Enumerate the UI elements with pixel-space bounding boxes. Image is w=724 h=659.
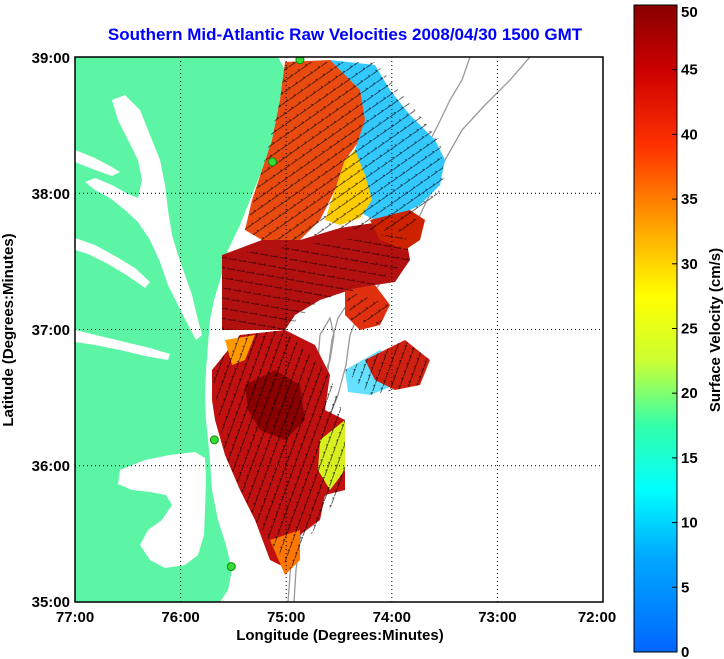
river-upper [75, 150, 120, 176]
y-tick-label: 36:00 [32, 458, 70, 475]
y-tick-label: 39:00 [32, 50, 70, 67]
colorbar-tick-label: 40 [681, 126, 698, 143]
station-marker [295, 57, 305, 65]
grid [75, 57, 603, 602]
colorbar-tick-label: 5 [681, 579, 689, 596]
colorbar-tick-label: 20 [681, 385, 698, 402]
map-title: Southern Mid-Atlantic Raw Velocities 200… [108, 25, 583, 44]
y-tick-label: 38:00 [32, 186, 70, 203]
colorbar-tick-label: 50 [681, 4, 698, 21]
x-tick-label: 72:00 [578, 609, 616, 626]
x-tick-label: 75:00 [267, 609, 305, 626]
colorbar-tick-label: 0 [681, 644, 689, 659]
colorbar-label: Surface Velocity (cm/s) [707, 248, 724, 412]
colorbar-tick-label: 35 [681, 191, 698, 208]
sound [118, 452, 206, 568]
station-marker [226, 562, 236, 572]
chesapeake-bay [85, 95, 202, 340]
colorbar-tick-label: 30 [681, 256, 698, 273]
map-frame [74, 56, 604, 603]
x-tick-label: 76:00 [161, 609, 199, 626]
colorbar-gradient [633, 4, 678, 653]
y-axis-label: Latitude (Degrees:Minutes) [0, 233, 17, 426]
x-axis-label: Longitude (Degrees:Minutes) [236, 627, 444, 644]
x-tick-label: 77:00 [56, 609, 94, 626]
river-mid [75, 238, 150, 288]
y-tick-label: 37:00 [32, 322, 70, 339]
river-low [75, 330, 170, 360]
y-tick-label: 35:00 [32, 594, 70, 611]
y-axis: 39:00 38:00 37:00 36:00 35:00 Latitude (… [0, 50, 70, 611]
colorbar-tick-label: 10 [681, 515, 698, 532]
map-area [75, 57, 603, 602]
x-tick-label: 73:00 [478, 609, 516, 626]
colorbar-tick-label: 25 [681, 321, 698, 338]
x-tick-label: 74:00 [373, 609, 411, 626]
velocity-arrows [212, 62, 445, 570]
colorbar-tick-label: 45 [681, 62, 698, 79]
station-marker [267, 157, 277, 167]
station-marker [209, 435, 219, 445]
x-axis: 77:00 76:00 75:00 74:00 73:00 72:00 Long… [56, 609, 616, 644]
colorbar-tick-label: 15 [681, 450, 698, 467]
station-markers [209, 57, 305, 572]
colorbar: Surface Velocity (cm/s) 5045403530252015… [633, 4, 724, 659]
